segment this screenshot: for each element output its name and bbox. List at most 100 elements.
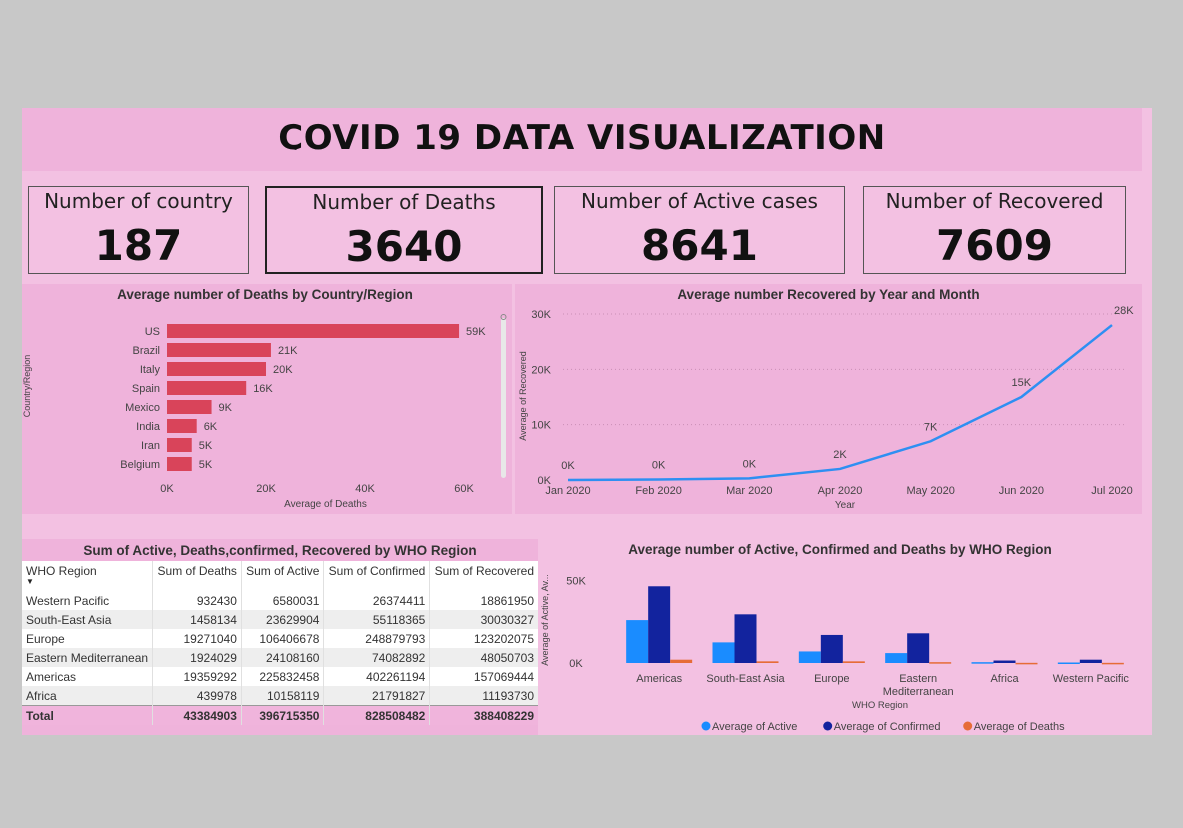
category-label: US [145, 326, 160, 338]
x-tick-label: Jun 2020 [999, 485, 1044, 497]
table-cell: 10158119 [240, 686, 324, 706]
bar [167, 400, 212, 414]
scroll-up-icon [500, 314, 507, 320]
table-cell: 439978 [152, 686, 242, 706]
table-row[interactable]: Americas 19359292 225832458 402261194 157069… [22, 667, 538, 686]
y-tick-label: 0K [538, 475, 552, 487]
page-title: COVID 19 DATA VISUALIZATION [278, 118, 886, 158]
kpi-label: Number of Recovered [885, 189, 1104, 213]
x-axis-title: Average of Deaths [284, 499, 367, 510]
bar [712, 642, 735, 663]
bar [167, 362, 266, 376]
column-header-label: Sum of Recovered [434, 564, 534, 578]
column-header[interactable]: Sum of Confirmed [323, 561, 430, 591]
column-header[interactable]: Sum of Deaths [152, 561, 242, 591]
table-total-cell: 828508482 [323, 705, 430, 725]
who-column-svg: 0K 50K Average of Active, Av... Americas Sou… [540, 574, 1130, 733]
table-cell: 19271040 [152, 629, 242, 648]
x-axis-title: WHO Region [852, 700, 908, 711]
column-header[interactable]: WHO Region ▼ [22, 561, 153, 591]
table-cell: Europe [22, 629, 153, 648]
table-cell: 248879793 [323, 629, 430, 648]
x-tick-label: 60K [454, 483, 474, 495]
category-label: Spain [132, 383, 160, 395]
data-label: 2K [833, 449, 847, 461]
table-cell: 48050703 [429, 648, 538, 667]
bar [167, 419, 197, 433]
bar [756, 661, 779, 663]
category-label: Africa [990, 673, 1019, 685]
legend-label: Average of Deaths [974, 721, 1065, 733]
category-label: Western Pacific [1053, 673, 1130, 685]
kpi-card-active[interactable]: Number of Active cases 8641 [554, 186, 845, 274]
category-label: Europe [814, 673, 849, 685]
x-tick-label: 0K [160, 483, 174, 495]
table-total-cell: 388408229 [429, 705, 538, 725]
legend-marker [823, 721, 833, 731]
bar [798, 651, 821, 663]
table-cell: Western Pacific [22, 591, 153, 610]
table-cell: 18861950 [429, 591, 538, 610]
table-row[interactable]: Africa 439978 10158119 21791827 11193730 [22, 686, 538, 706]
deaths-by-country-chart[interactable]: Average number of Deaths by Country/Regi… [22, 284, 512, 514]
kpi-label: Number of Deaths [312, 190, 496, 214]
y-tick-label: 0K [569, 658, 583, 670]
table-cell: 157069444 [429, 667, 538, 686]
table-cell: 21791827 [323, 686, 430, 706]
column-header[interactable]: Sum of Active [240, 561, 324, 591]
sort-descending-icon[interactable]: ▼ [26, 577, 34, 586]
column-header-label: WHO Region [26, 564, 97, 578]
data-label: 28K [1114, 305, 1134, 317]
kpi-label: Number of Active cases [581, 189, 818, 213]
table-cell: 19359292 [152, 667, 242, 686]
bar [842, 661, 865, 663]
bar [670, 659, 693, 663]
table-cell: Africa [22, 686, 153, 706]
table-cell: South-East Asia [22, 610, 153, 629]
kpi-value: 3640 [345, 222, 463, 271]
category-label: Belgium [120, 459, 160, 471]
recovered-line-chart[interactable]: Average number Recovered by Year and Mon… [515, 284, 1142, 514]
table-row[interactable]: Eastern Mediterranean 1924029 24108160 7408… [22, 648, 538, 667]
bar [167, 343, 271, 357]
column-header[interactable]: Sum of Recovered [429, 561, 538, 591]
category-label: Iran [141, 440, 160, 452]
y-axis-title: Average of Recovered [518, 351, 528, 440]
data-label: 7K [924, 421, 938, 433]
bar [1101, 662, 1124, 665]
table-cell: 30030327 [429, 610, 538, 629]
table-cell: 6580031 [240, 591, 324, 610]
chart-title: Average number of Active, Confirmed and … [628, 542, 1052, 557]
table-cell: 123202075 [429, 629, 538, 648]
category-label: South-East Asia [706, 673, 785, 685]
table-cell: Eastern Mediterranean [22, 648, 153, 667]
data-label: 5K [199, 459, 213, 471]
kpi-card-deaths[interactable]: Number of Deaths 3640 [265, 186, 543, 274]
title-dot [294, 147, 297, 150]
kpi-card-countries[interactable]: Number of country 187 [28, 186, 249, 274]
table-cell: 26374411 [323, 591, 430, 610]
bar [1079, 659, 1102, 663]
legend-label: Average of Active [712, 721, 797, 733]
kpi-card-recovered[interactable]: Number of Recovered 7609 [863, 186, 1126, 274]
data-label: 20K [273, 364, 293, 376]
table-row[interactable]: South-East Asia 1458134 23629904 55118365 30… [22, 610, 538, 629]
who-region-column-chart[interactable]: Average number of Active, Confirmed and … [538, 534, 1142, 735]
data-label: 15K [1012, 377, 1032, 389]
bar [167, 381, 247, 395]
table-title: Sum of Active, Deaths,confirmed, Recover… [83, 543, 477, 558]
table-cell: 106406678 [240, 629, 324, 648]
table-total-row: Total 43384903 396715350 828508482 388408229 [22, 705, 538, 725]
table-row[interactable]: Western Pacific 932430 6580031 26374411 1886… [22, 591, 538, 610]
table-row[interactable]: Europe 19271040 106406678 248879793 12320207… [22, 629, 538, 648]
category-label: India [136, 421, 161, 433]
who-region-table[interactable]: Sum of Active, Deaths,confirmed, Recover… [22, 539, 538, 735]
table-cell: Americas [22, 667, 153, 686]
series-line [567, 324, 1113, 482]
legend-marker [701, 721, 711, 731]
table-cell: 11193730 [429, 686, 538, 706]
category-label: Italy [140, 364, 161, 376]
bar [167, 324, 460, 338]
kpi-value: 7609 [936, 221, 1053, 270]
x-axis-title: Year [835, 500, 856, 511]
